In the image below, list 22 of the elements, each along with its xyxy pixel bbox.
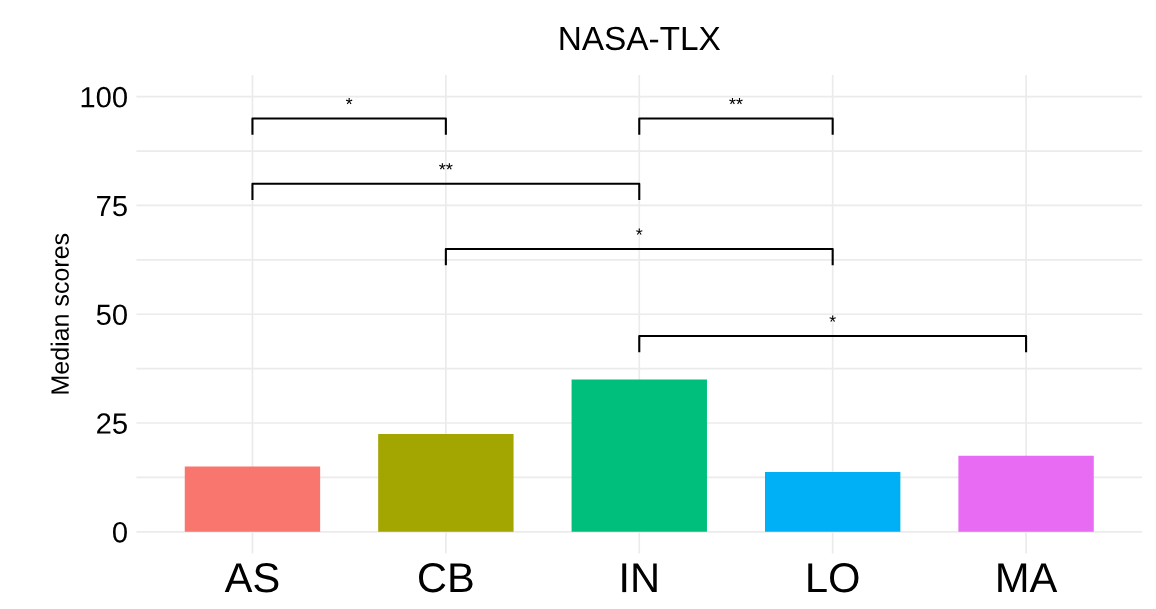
chart-title: NASA-TLX (560, 26, 721, 51)
annotation: * (829, 315, 836, 322)
annotation: ** (439, 163, 453, 170)
y-tick-label: 50 (96, 304, 127, 326)
y-axis-title: Median scores (50, 233, 69, 394)
annotation: ** (729, 97, 743, 105)
x-tick-label: IN (622, 563, 657, 593)
y-tick-label: 0 (112, 522, 127, 543)
x-tick-label: CB (419, 563, 473, 593)
x-tick-label: MA (998, 563, 1058, 593)
bar (571, 379, 707, 532)
bar (378, 433, 514, 532)
annotation: * (636, 228, 643, 235)
x-tick-label: AS (224, 563, 279, 593)
x-tick-label: LO (808, 563, 859, 593)
y-tick-label: 100 (81, 86, 127, 108)
bar (958, 455, 1094, 532)
y-tick-label: 75 (97, 195, 127, 217)
y-tick-label: 25 (97, 413, 127, 434)
bar (184, 466, 321, 532)
bar (764, 471, 901, 532)
annotation: * (345, 97, 353, 105)
